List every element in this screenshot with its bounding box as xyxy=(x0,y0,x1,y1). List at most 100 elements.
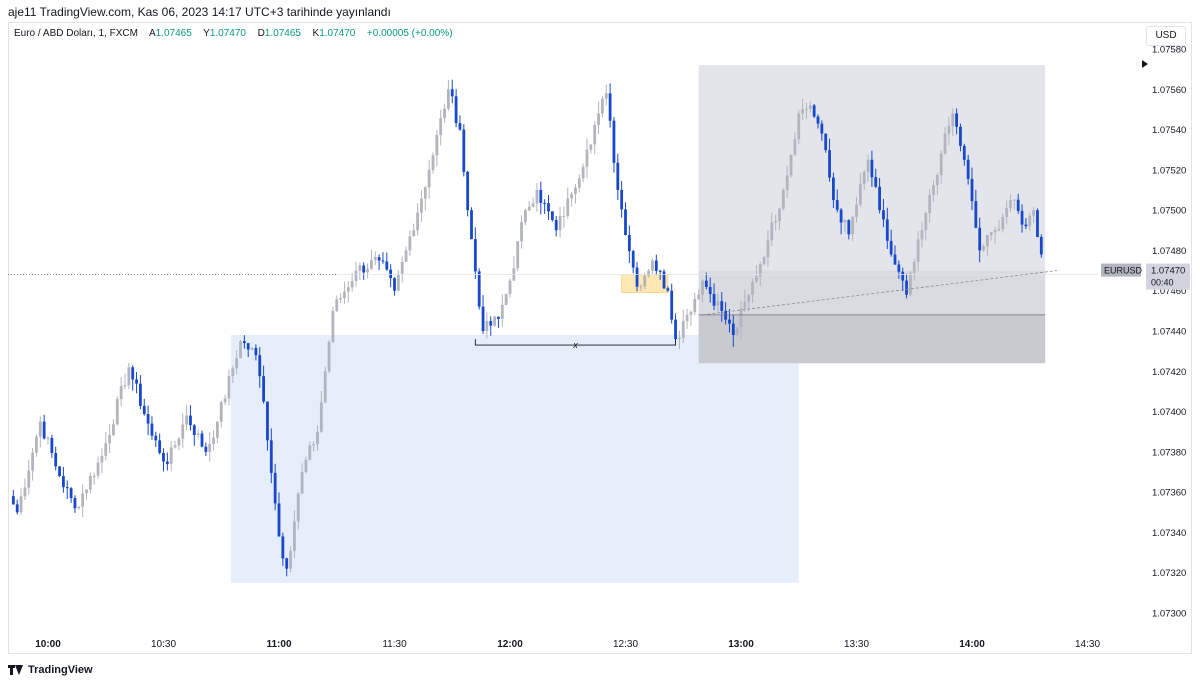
candle-body xyxy=(92,475,96,477)
candle-body xyxy=(162,452,165,462)
legend-low-label: D xyxy=(257,28,265,39)
candle-body xyxy=(647,270,650,276)
time-tick-label: 10:30 xyxy=(151,639,176,650)
candle-body xyxy=(458,123,462,130)
time-tick-label: 10:00 xyxy=(35,639,61,650)
candle-body xyxy=(319,402,323,432)
currency-button[interactable]: USD xyxy=(1146,26,1186,46)
candle-body xyxy=(708,286,712,294)
candle-body xyxy=(835,200,839,210)
candle-body xyxy=(239,341,242,359)
time-axis[interactable]: 10:00 10:30 11:00 11:30 12:00 12:30 13:00 13:30… xyxy=(35,639,1100,650)
top-bar: aje11 TradingView.com, Kas 06, 2023 14:1… xyxy=(0,0,1200,22)
candle-body xyxy=(23,487,27,497)
candle-body xyxy=(639,286,643,288)
candle-body xyxy=(370,260,373,269)
candle-body xyxy=(1020,210,1024,225)
candle-body xyxy=(793,139,797,155)
candle-body xyxy=(142,405,146,415)
candle-body xyxy=(104,443,108,456)
candle-body xyxy=(481,306,485,331)
price-tick-label: 1.07400 xyxy=(1152,407,1186,418)
candle-body xyxy=(643,275,647,287)
candle-body xyxy=(562,215,566,217)
candle-body xyxy=(986,234,989,247)
candle-body xyxy=(581,166,585,179)
candle-body xyxy=(651,260,654,271)
candle-body xyxy=(597,113,600,126)
candle-body xyxy=(982,246,985,251)
candle-body xyxy=(524,210,527,223)
publisher-note: aje11 TradingView.com, Kas 06, 2023 14:1… xyxy=(8,5,391,19)
scroll-to-realtime-icon[interactable] xyxy=(1142,60,1148,68)
candle-body xyxy=(577,178,581,188)
candle-body xyxy=(882,210,885,220)
candle-body xyxy=(466,171,470,211)
candle-body xyxy=(58,466,61,477)
candle-body xyxy=(943,133,947,154)
candle-body xyxy=(19,496,23,513)
candle-body xyxy=(997,229,1001,231)
candle-body xyxy=(955,113,958,127)
candle-body xyxy=(824,133,828,151)
candle-body xyxy=(531,203,535,207)
time-tick-label: 13:00 xyxy=(728,639,754,650)
legend-change: +0.00005 (+0.00%) xyxy=(366,28,453,39)
candle-body xyxy=(258,355,262,377)
candle-body xyxy=(789,154,793,176)
candle-body xyxy=(31,452,34,471)
candle-body xyxy=(901,271,905,281)
candle-body xyxy=(208,443,212,452)
candle-body xyxy=(385,261,389,270)
footer-brand: TradingView xyxy=(8,662,93,678)
candle-body xyxy=(959,126,962,146)
candle-body xyxy=(585,149,589,167)
candle-body xyxy=(339,298,342,300)
candle-body xyxy=(504,293,508,305)
candle-body xyxy=(431,155,435,170)
candle-body xyxy=(620,190,624,210)
candle-body xyxy=(346,287,350,292)
candle-body xyxy=(493,316,496,326)
candle-body xyxy=(323,371,327,403)
candle-body xyxy=(231,368,235,376)
candle-body xyxy=(747,294,751,302)
price-tick-label: 1.07300 xyxy=(1152,609,1186,620)
candle-body xyxy=(227,375,231,399)
candle-body xyxy=(108,435,111,444)
candle-body xyxy=(447,89,450,109)
candle-body xyxy=(547,203,550,212)
price-tick-label: 1.07560 xyxy=(1152,85,1186,96)
candle-body xyxy=(735,327,739,336)
candle-body xyxy=(485,321,489,331)
candle-body xyxy=(508,280,512,294)
candle-body xyxy=(335,299,339,311)
candle-body xyxy=(874,177,878,187)
price-tick-label: 1.07500 xyxy=(1152,206,1186,217)
candle-body xyxy=(119,385,123,400)
candle-body xyxy=(728,319,731,324)
candle-body xyxy=(755,276,758,282)
candle-body xyxy=(666,288,670,291)
candle-body xyxy=(266,401,269,441)
candle-body xyxy=(173,445,177,448)
candle-body xyxy=(277,503,281,537)
price-axis[interactable]: 1.07300 1.07320 1.07340 1.07360 1.07380 1.074… xyxy=(1101,45,1190,620)
price-tick-label: 1.07540 xyxy=(1152,125,1186,136)
candle-body xyxy=(631,251,635,268)
candle-body xyxy=(269,440,273,473)
candle-body xyxy=(966,159,970,179)
range-box xyxy=(230,335,799,583)
candle-body xyxy=(389,269,393,279)
candle-body xyxy=(924,213,928,231)
candle-body xyxy=(408,236,412,251)
candle-body xyxy=(46,438,50,440)
candle-body xyxy=(250,347,254,350)
candle-body xyxy=(420,198,423,213)
candle-body xyxy=(678,338,681,340)
candle-body xyxy=(358,265,362,271)
overlay-layer: x xyxy=(8,270,1098,350)
candle-body xyxy=(196,433,200,435)
candle-body xyxy=(862,172,866,184)
